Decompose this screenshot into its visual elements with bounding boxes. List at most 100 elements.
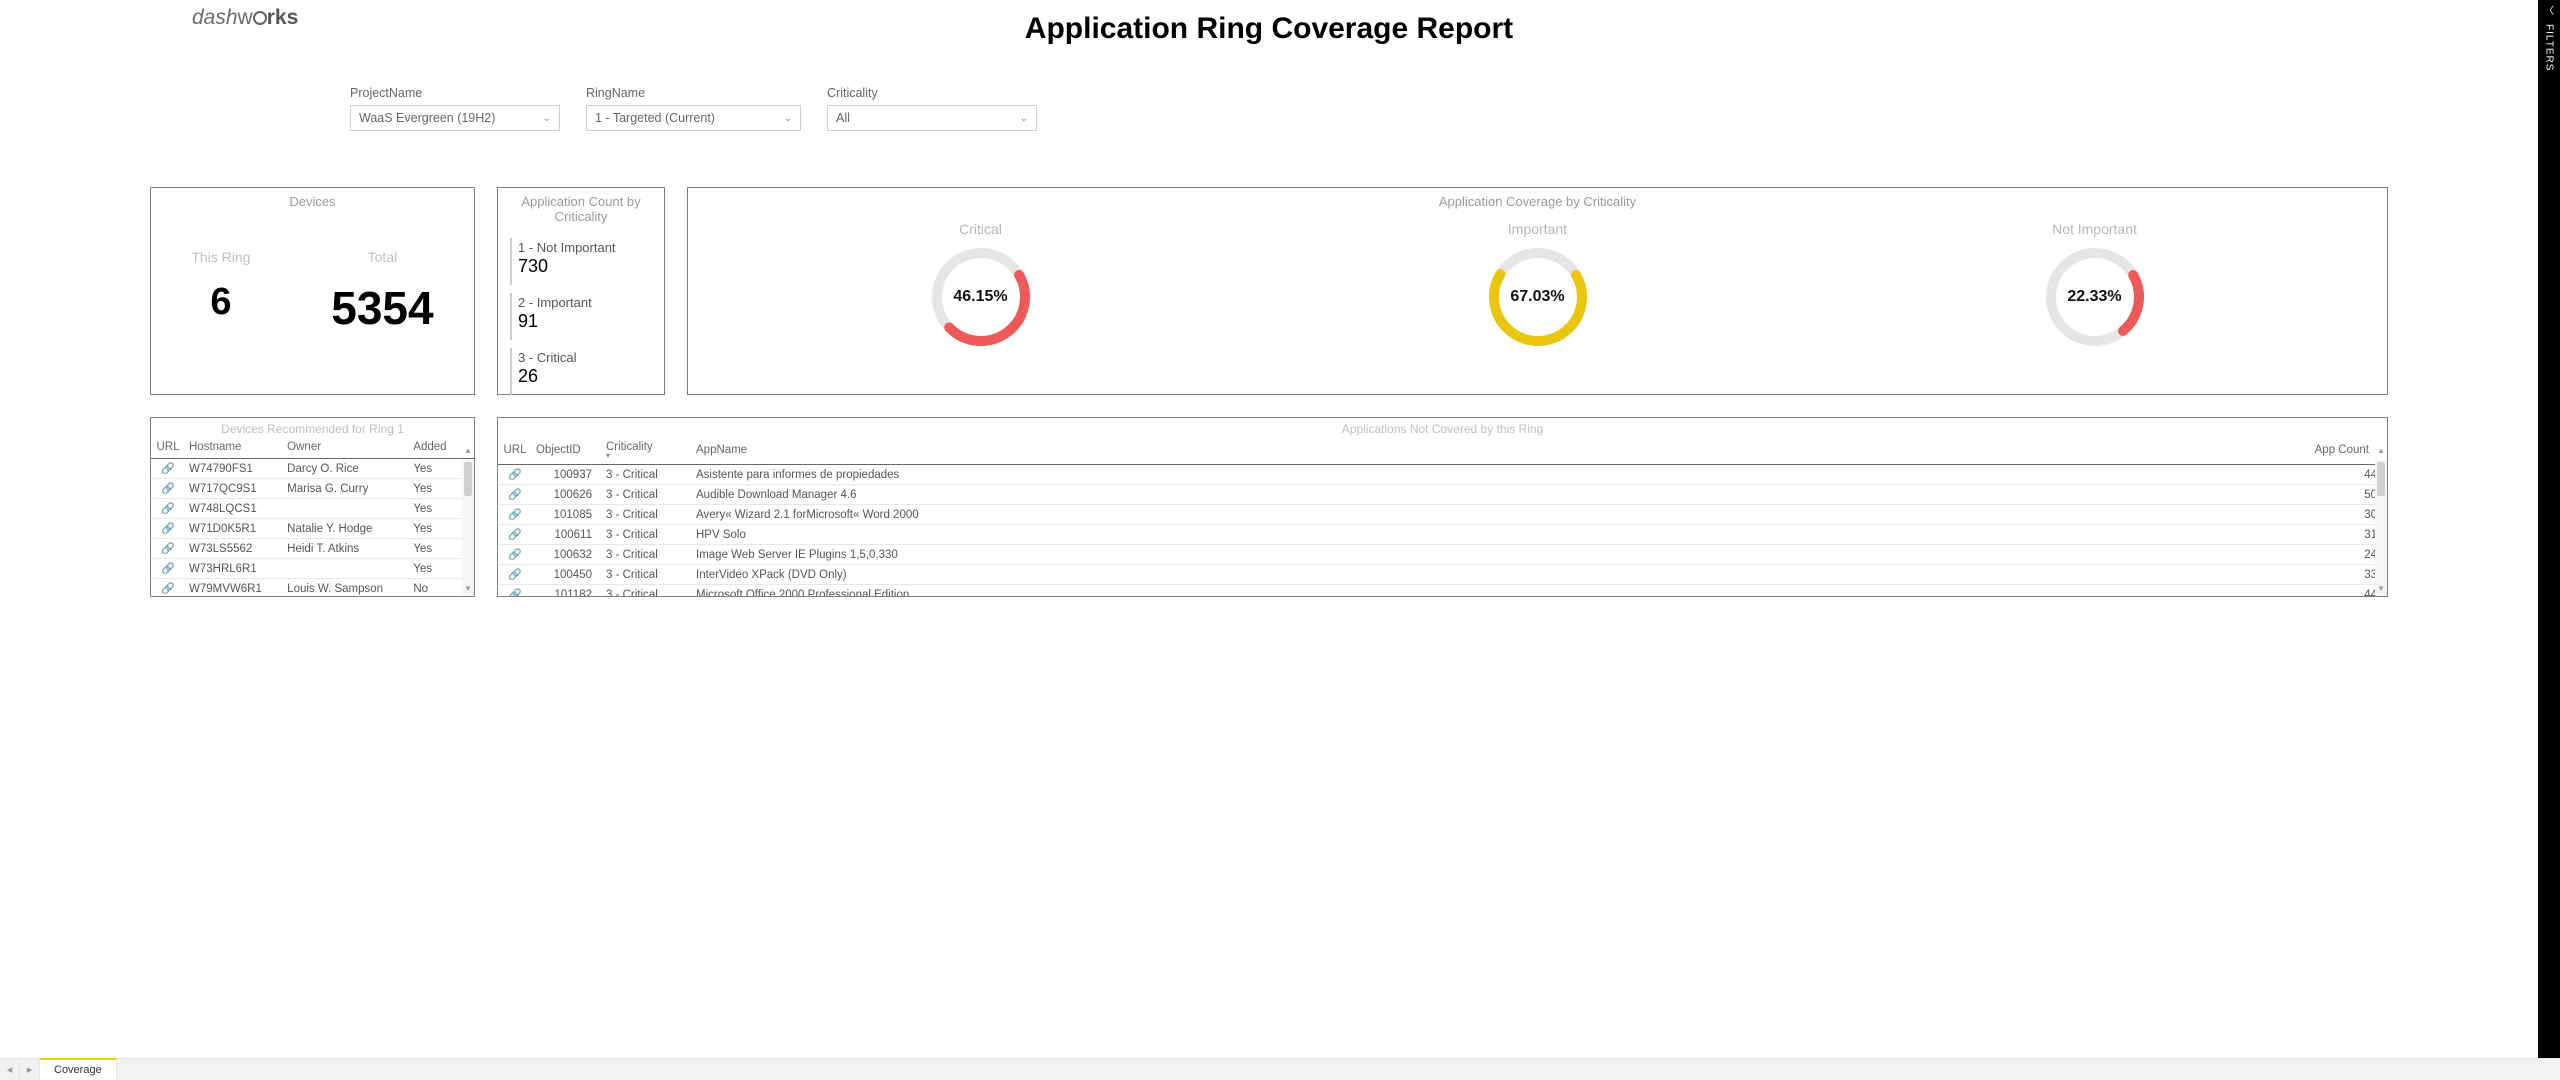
cell-hostname: W79MVW6R1 (185, 579, 283, 597)
column-header[interactable]: Criticality▾ (602, 438, 692, 465)
chevron-down-icon: ⌄ (1020, 113, 1028, 124)
link-icon[interactable]: 🔗 (161, 523, 175, 535)
chevron-down-icon: ⌄ (784, 113, 792, 124)
criticality-item-label: 3 - Critical (518, 350, 654, 365)
table-row[interactable]: 🔗1006263 - CriticalAudible Download Mana… (498, 485, 2387, 505)
column-header[interactable]: ObjectID (532, 438, 602, 465)
cell-criticality: 3 - Critical (602, 505, 692, 525)
criticality-item-value: 26 (518, 366, 654, 387)
scroll-down-icon[interactable]: ▼ (462, 584, 474, 596)
cell-criticality: 3 - Critical (602, 485, 692, 505)
slicer-project[interactable]: WaaS Evergreen (19H2) ⌄ (350, 105, 560, 131)
chevron-left-icon: 〈 (2538, 0, 2560, 18)
cell-objectid: 100937 (532, 465, 602, 485)
table-row[interactable]: 🔗W73LS5562Heidi T. AtkinsYes (151, 539, 474, 559)
criticality-count-card: Application Count by Criticality 1 - Not… (497, 187, 665, 395)
table-row[interactable]: 🔗 1010853 - CriticalAvery« Wizard 2.1 for… (498, 505, 2387, 525)
filter-indicator-icon: ▾ (606, 453, 688, 459)
slicer-row: ProjectName WaaS Evergreen (19H2) ⌄ Ring… (350, 86, 2388, 131)
link-icon[interactable]: 🔗 (508, 569, 522, 581)
link-icon[interactable]: 🔗 (508, 549, 522, 561)
gauge-value: 46.15% (929, 245, 1033, 349)
cell-objectid: 100611 (532, 525, 602, 545)
devices-this-ring-value: 6 (191, 281, 250, 324)
scroll-up-icon[interactable]: ▲ (462, 446, 474, 458)
scroll-down-icon[interactable]: ▼ (2375, 584, 2387, 596)
slicer-criticality[interactable]: All ⌄ (827, 105, 1037, 131)
link-icon[interactable]: 🔗 (508, 589, 522, 596)
tab-next-button[interactable]: ▸ (20, 1059, 40, 1080)
gauge-chart: 46.15% (929, 245, 1033, 349)
coverage-card-title: Application Coverage by Criticality (688, 188, 2387, 209)
column-header[interactable]: Hostname (185, 438, 283, 459)
page-tab-bar: ◂ ▸ Coverage (0, 1058, 2560, 1080)
cell-criticality: 3 - Critical (602, 565, 692, 585)
devices-table-title: Devices Recommended for Ring 1 (151, 418, 474, 438)
cell-criticality: 3 - Critical (602, 585, 692, 597)
table-row[interactable]: 🔗1009373 - CriticalAsistente para inform… (498, 465, 2387, 485)
gauge: Not Important22.33% (2043, 221, 2147, 349)
link-icon[interactable]: 🔗 (161, 583, 175, 595)
link-icon[interactable]: 🔗 (508, 529, 522, 541)
column-header[interactable]: URL (151, 438, 185, 459)
cell-appcount: 50 (1965, 485, 2387, 505)
column-header[interactable]: App Count (1965, 438, 2387, 465)
criticality-item-label: 2 - Important (518, 295, 654, 310)
cell-appcount: 44 (1965, 465, 2387, 485)
table-row[interactable]: 🔗W79MVW6R1Louis W. SampsonNo (151, 579, 474, 597)
cell-appcount: 33 (1965, 565, 2387, 585)
table-row[interactable]: 🔗W73HRL6R1Yes (151, 559, 474, 579)
link-icon[interactable]: 🔗 (161, 563, 175, 575)
criticality-card-title: Application Count by Criticality (498, 188, 664, 224)
slicer-crit-label: Criticality (827, 86, 1037, 100)
table-row[interactable]: 🔗W748LQCS1Yes (151, 499, 474, 519)
devices-table[interactable]: URLHostnameOwnerAdded 🔗W74790FS1Darcy O.… (151, 438, 474, 596)
cell-appcount: 44 (1965, 585, 2387, 597)
apps-table-title: Applications Not Covered by this Ring (498, 418, 2387, 438)
scrollbar[interactable]: ▲ ▼ (462, 460, 474, 596)
table-row[interactable]: 🔗 1011823 - CriticalMicrosoft Office 2000… (498, 585, 2387, 597)
cell-hostname: W73LS5562 (185, 539, 283, 559)
link-icon[interactable]: 🔗 (508, 509, 522, 521)
table-row[interactable]: 🔗1004503 - CriticalInterVideo XPack (DVD… (498, 565, 2387, 585)
scrollbar-thumb[interactable] (464, 462, 472, 496)
link-icon[interactable]: 🔗 (161, 543, 175, 555)
column-header[interactable]: URL (498, 438, 532, 465)
cell-owner: Heidi T. Atkins (283, 539, 409, 559)
table-row[interactable]: 🔗W717QC9S1Marisa G. CurryYes (151, 479, 474, 499)
link-icon[interactable]: 🔗 (161, 503, 175, 515)
chevron-down-icon: ⌄ (543, 113, 551, 124)
gauge-chart: 67.03% (1486, 245, 1590, 349)
cell-owner (283, 499, 409, 519)
table-row[interactable]: 🔗W71D0K5R1Natalie Y. HodgeYes (151, 519, 474, 539)
table-row[interactable]: 🔗W74790FS1Darcy O. RiceYes (151, 459, 474, 479)
gear-icon (253, 11, 267, 25)
link-icon[interactable]: 🔗 (508, 469, 522, 481)
filters-pane-collapsed[interactable]: 〈 FILTERS (2538, 0, 2560, 1058)
cell-objectid: 101085 (532, 505, 602, 525)
scrollbar-thumb[interactable] (2377, 462, 2385, 496)
scrollbar[interactable]: ▲ ▼ (2375, 460, 2387, 596)
cell-appname: Microsoft Office 2000 Professional Editi… (692, 585, 1965, 597)
criticality-item-label: 1 - Not Important (518, 240, 654, 255)
tab-prev-button[interactable]: ◂ (0, 1059, 20, 1080)
link-icon[interactable]: 🔗 (508, 489, 522, 501)
apps-table[interactable]: URLObjectIDCriticality▾AppNameApp Count … (498, 438, 2387, 596)
cell-objectid: 100626 (532, 485, 602, 505)
column-header[interactable]: Owner (283, 438, 409, 459)
link-icon[interactable]: 🔗 (161, 463, 175, 475)
gauge-label: Critical (929, 221, 1033, 237)
link-icon[interactable]: 🔗 (161, 483, 175, 495)
cell-objectid: 100450 (532, 565, 602, 585)
column-header[interactable]: AppName (692, 438, 1965, 465)
table-row[interactable]: 🔗1006323 - CriticalImage Web Server IE P… (498, 545, 2387, 565)
gauge-chart: 22.33% (2043, 245, 2147, 349)
scroll-up-icon[interactable]: ▲ (2375, 446, 2387, 458)
cell-objectid: 101182 (532, 585, 602, 597)
table-row[interactable]: 🔗1006113 - CriticalHPV Solo31 (498, 525, 2387, 545)
slicer-ring[interactable]: 1 - Targeted (Current) ⌄ (586, 105, 801, 131)
criticality-item: 3 - Critical26 (510, 348, 654, 395)
devices-table-card: Devices Recommended for Ring 1 URLHostna… (150, 417, 475, 597)
tab-coverage[interactable]: Coverage (40, 1058, 117, 1080)
cell-appname: Avery« Wizard 2.1 forMicrosoft« Word 200… (692, 505, 1965, 525)
